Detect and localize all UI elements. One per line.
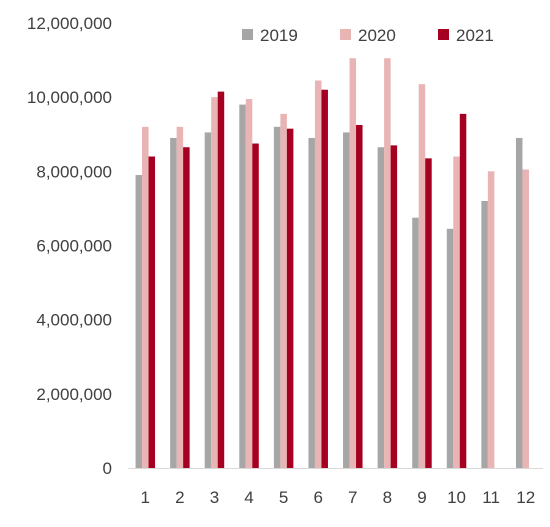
legend-label-2020: 2020 [358, 26, 396, 45]
x-tick-label: 1 [141, 488, 150, 507]
bar-2019-month-1 [135, 175, 143, 468]
y-tick-label: 4,000,000 [36, 311, 112, 330]
bar-2021-month-6 [321, 89, 328, 468]
bar-2019-month-8 [377, 147, 385, 468]
bar-2021-month-9 [425, 158, 432, 468]
x-tick-label: 2 [175, 488, 184, 507]
bar-2019-month-11 [481, 201, 488, 468]
y-tick-label: 12,000,000 [27, 14, 112, 33]
x-axis-ticks: 1 2 3 4 5 6 7 8 9 10 11 12 [141, 488, 536, 507]
bar-2019-month-4 [239, 104, 246, 468]
bar-2021-month-5 [286, 128, 294, 468]
y-axis-ticks: 0 2,000,000 4,000,000 6,000,000 8,000,000 10,… [27, 14, 112, 478]
bar-2020-month-7 [349, 58, 357, 469]
x-tick-label: 6 [313, 488, 322, 507]
bar-2021-month-4 [252, 143, 259, 469]
bar-2020-month-1 [142, 126, 149, 468]
x-tick-label: 3 [210, 488, 219, 507]
y-tick-label: 6,000,000 [36, 237, 112, 256]
bar-2021-month-1 [148, 156, 156, 468]
x-tick-label: 12 [516, 488, 535, 507]
x-tick-label: 8 [383, 488, 392, 507]
x-tick-label: 9 [417, 488, 426, 507]
bar-2019-month-3 [204, 132, 212, 469]
bar-2020-month-2 [176, 126, 184, 468]
bar-2020-month-4 [245, 99, 253, 468]
bar-2021-month-3 [217, 91, 225, 469]
bar-2020-month-10 [453, 156, 460, 468]
x-tick-label: 7 [348, 488, 357, 507]
bar-2021-month-8 [390, 145, 398, 468]
legend-label-2021: 2021 [456, 26, 494, 45]
bar-2019-month-5 [273, 126, 281, 468]
x-tick-label: 5 [279, 488, 288, 507]
bar-2021-month-7 [356, 124, 363, 469]
legend-swatch-2019 [242, 29, 253, 40]
bar-2020-month-12 [522, 169, 529, 468]
bar-2020-month-3 [211, 97, 218, 469]
bar-2021-month-10 [459, 113, 467, 469]
bar-2019-month-12 [515, 137, 523, 469]
legend-swatch-2020 [340, 29, 351, 40]
bar-2020-month-11 [487, 171, 495, 469]
y-tick-label: 10,000,000 [27, 88, 112, 107]
bars-group [135, 58, 529, 469]
bar-2020-month-6 [314, 80, 322, 469]
x-tick-label: 11 [482, 488, 500, 507]
legend: 2019 2020 2021 [242, 26, 494, 45]
bar-2019-month-9 [412, 217, 419, 468]
bar-2019-month-10 [446, 228, 454, 468]
bar-2020-month-9 [418, 84, 426, 468]
legend-swatch-2021 [438, 29, 449, 40]
y-tick-label: 2,000,000 [36, 385, 112, 404]
x-tick-label: 10 [447, 488, 466, 507]
x-tick-label: 4 [244, 488, 253, 507]
bar-2019-month-2 [170, 137, 177, 469]
bar-2021-month-2 [183, 147, 190, 468]
bar-2020-month-5 [280, 113, 287, 469]
y-tick-label: 8,000,000 [36, 162, 112, 181]
bar-2019-month-7 [343, 132, 350, 469]
y-tick-label: 0 [103, 459, 112, 478]
legend-label-2019: 2019 [260, 26, 298, 45]
bar-2019-month-6 [308, 137, 315, 469]
bar-2020-month-8 [384, 58, 391, 469]
